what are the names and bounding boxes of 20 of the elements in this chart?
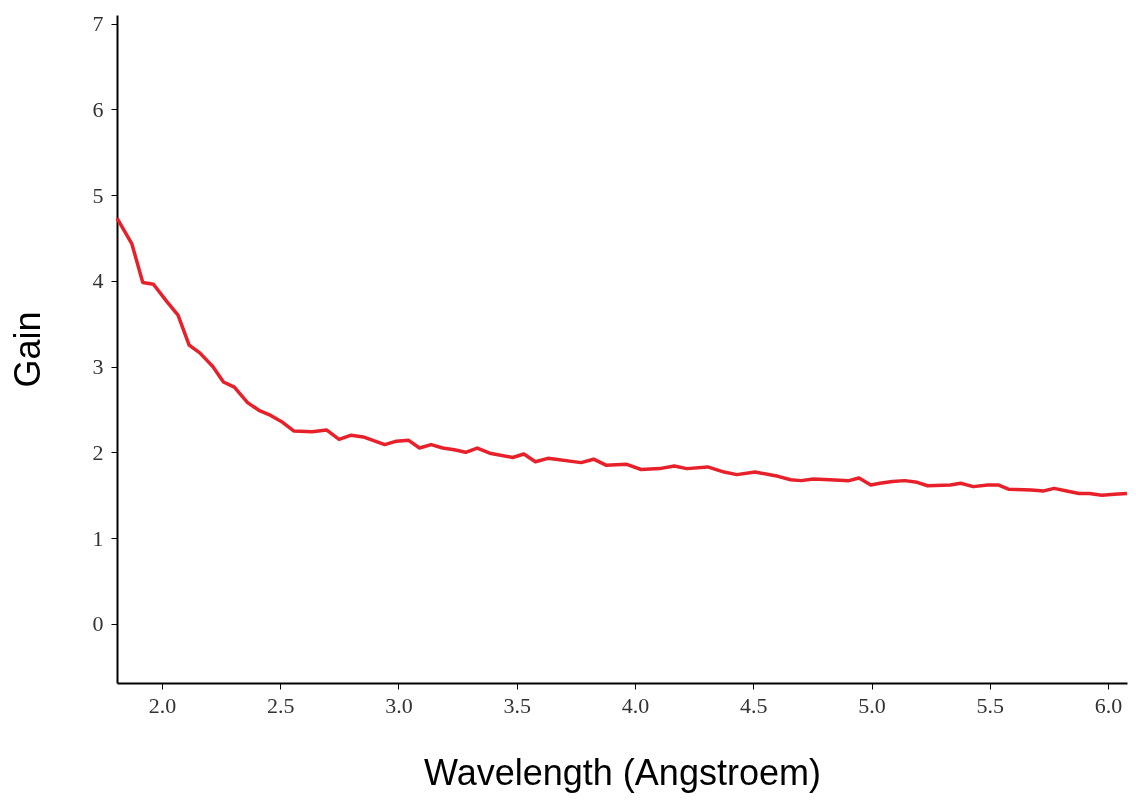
x-tick-label: 4.0 xyxy=(621,692,650,718)
x-tick-label: 3.5 xyxy=(503,692,531,718)
line-series xyxy=(115,216,1129,497)
y-tick-label: 0 xyxy=(92,611,104,637)
y-tick-label: 5 xyxy=(92,182,104,208)
y-axis-title: Gain xyxy=(6,311,48,388)
x-tick-label: 5.5 xyxy=(976,692,1005,718)
x-tick-label: 2.0 xyxy=(148,692,177,718)
y-tick-label: 1 xyxy=(92,525,104,551)
x-tick-label: 2.5 xyxy=(266,692,295,718)
y-tick-label: 7 xyxy=(92,11,104,37)
x-tick-label: 5.0 xyxy=(858,692,886,718)
x-axis-title: Wavelength (Angstroem) xyxy=(424,751,821,793)
y-tick-label: 2 xyxy=(92,439,104,465)
x-tick-label: 4.5 xyxy=(740,692,768,718)
y-tick-label: 4 xyxy=(92,268,104,294)
x-tick-label: 3.0 xyxy=(385,692,413,718)
y-tick-label: 3 xyxy=(92,354,104,380)
y-tick-label: 6 xyxy=(92,96,104,122)
x-tick-label: 6.0 xyxy=(1094,692,1123,718)
